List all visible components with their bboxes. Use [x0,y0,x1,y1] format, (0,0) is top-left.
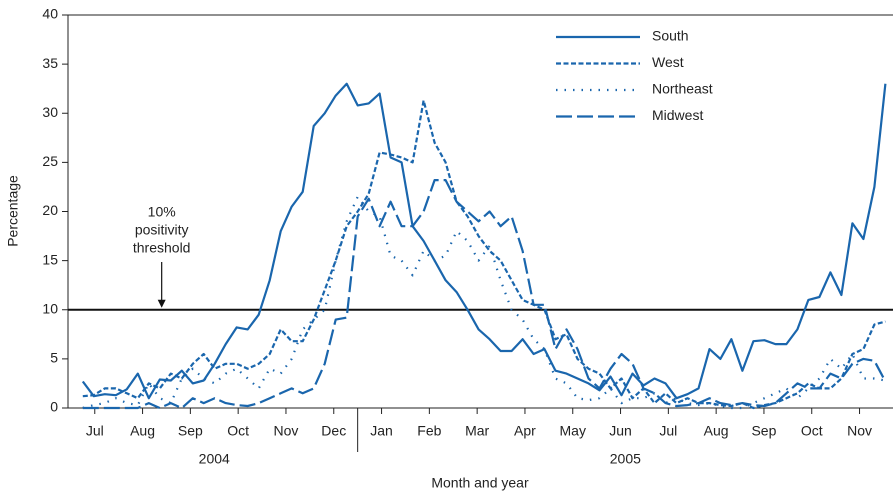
threshold-annotation: threshold [133,240,191,256]
threshold-annotation: positivity [135,222,189,238]
x-tick-label: Apr [514,423,536,439]
series-line [82,99,886,410]
series-line [81,82,887,400]
x-axis-label: Month and year [431,475,529,491]
x-tick-label: Oct [227,423,249,439]
x-tick-label: Jul [659,423,677,439]
x-tick-label: Sep [751,423,776,439]
legend-label: West [652,54,684,70]
x-tick-label: Jul [86,423,104,439]
y-tick-label: 0 [50,399,58,415]
y-axis-label: Percentage [5,175,21,247]
x-tick-label: Aug [130,423,155,439]
y-tick-label: 30 [42,104,58,120]
y-tick-label: 10 [42,300,58,316]
x-tick-label: Nov [847,423,872,439]
x-tick-label: Oct [801,423,823,439]
y-tick-label: 25 [42,153,58,169]
threshold-arrowhead [157,299,166,308]
year-label: 2004 [199,451,230,467]
x-tick-label: Mar [465,423,489,439]
x-tick-label: Jun [609,423,632,439]
y-tick-label: 20 [42,202,58,218]
x-tick-label: Sep [178,423,203,439]
y-tick-label: 5 [50,350,58,366]
legend-label: Midwest [652,107,703,123]
y-tick-label: 40 [42,6,58,22]
y-tick-label: 35 [42,55,58,71]
legend-label: South [652,28,689,44]
x-tick-label: Aug [704,423,729,439]
x-tick-label: May [560,423,586,439]
y-tick-label: 15 [42,251,58,267]
x-tick-label: Jan [370,423,393,439]
year-label: 2005 [610,451,641,467]
legend-label: Northeast [652,81,713,97]
series-line [82,179,887,410]
x-tick-label: Feb [417,423,441,439]
x-tick-label: Dec [321,423,346,439]
series-line [82,195,886,410]
threshold-annotation: 10% [148,204,176,220]
x-tick-label: Nov [274,423,299,439]
